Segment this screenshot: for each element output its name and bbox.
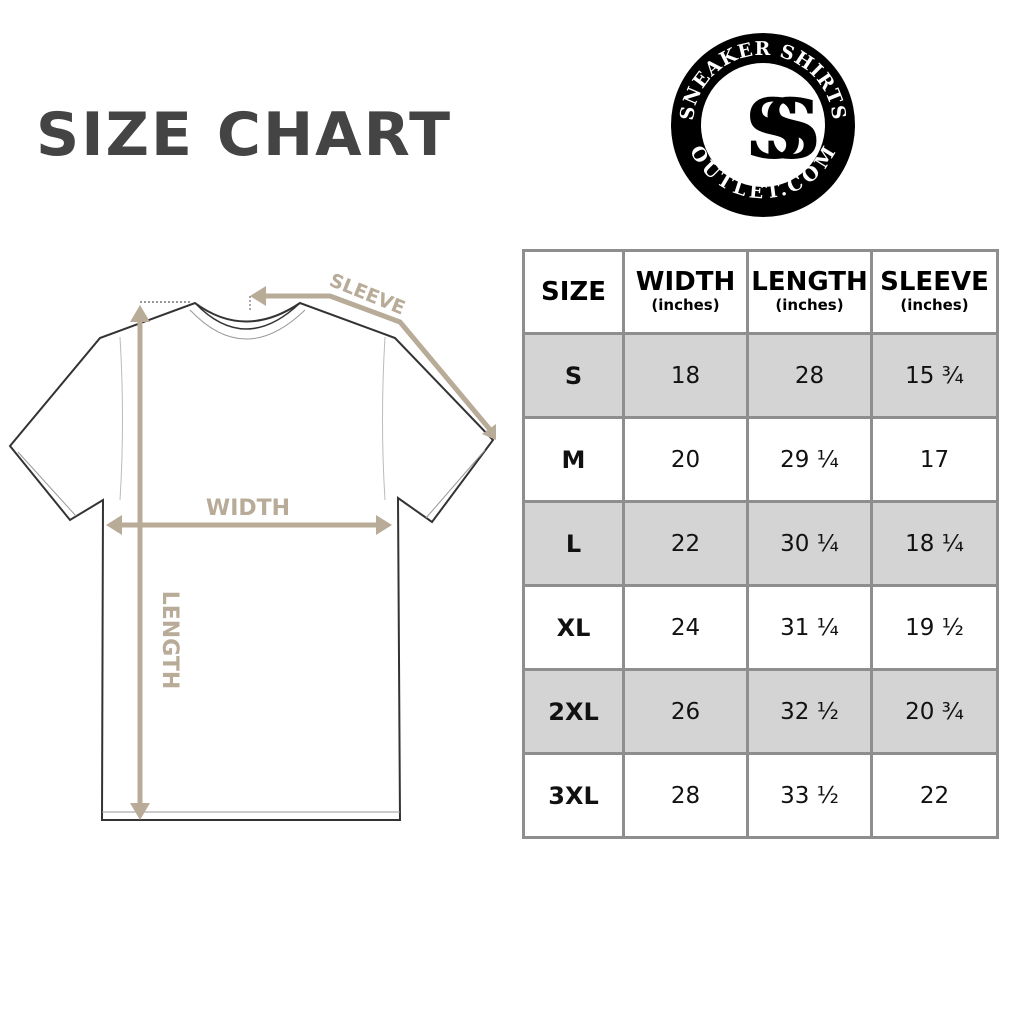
- page-title: SIZE CHART: [36, 100, 453, 170]
- cell-length: 30 ¼: [746, 500, 873, 587]
- header-unit: (inches): [775, 296, 844, 314]
- cell-length: 31 ¼: [746, 584, 873, 671]
- cell-size: 2XL: [522, 668, 625, 755]
- measurement-arrows: [106, 286, 496, 820]
- cell-sleeve: 15 ¾: [870, 332, 999, 419]
- cell-width: 26: [622, 668, 749, 755]
- table-row: L 22 30 ¼ 18 ¼: [522, 500, 999, 587]
- table-row: 3XL 28 33 ½ 22: [522, 752, 999, 839]
- cell-width: 28: [622, 752, 749, 839]
- cell-width: 18: [622, 332, 749, 419]
- table-row: M 20 29 ¼ 17: [522, 416, 999, 503]
- cell-sleeve: 20 ¾: [870, 668, 999, 755]
- table-row: S 18 28 15 ¾: [522, 332, 999, 419]
- header-label: LENGTH: [751, 267, 868, 297]
- cell-length: 32 ½: [746, 668, 873, 755]
- cell-sleeve: 17: [870, 416, 999, 503]
- tshirt-outline: [8, 301, 495, 821]
- header-label: WIDTH: [635, 267, 736, 297]
- tshirt-diagram: WIDTH LENGTH SLEEVE: [8, 270, 496, 821]
- table-row: XL 24 31 ¼ 19 ½: [522, 584, 999, 671]
- size-table: SIZE WIDTH (inches) LENGTH (inches) SLEEVE…: [522, 249, 999, 839]
- header-label: SLEEVE: [880, 267, 989, 297]
- cell-size: L: [522, 500, 625, 587]
- cell-length: 33 ½: [746, 752, 873, 839]
- header-width: WIDTH (inches): [622, 249, 749, 335]
- cell-width: 22: [622, 500, 749, 587]
- table-header-row: SIZE WIDTH (inches) LENGTH (inches) SLEEVE…: [522, 249, 999, 335]
- cell-length: 29 ¼: [746, 416, 873, 503]
- length-label: LENGTH: [157, 591, 182, 690]
- table-row: 2XL 26 32 ½ 20 ¾: [522, 668, 999, 755]
- cell-size: XL: [522, 584, 625, 671]
- cell-width: 24: [622, 584, 749, 671]
- cell-size: M: [522, 416, 625, 503]
- header-label: SIZE: [540, 277, 606, 307]
- cell-size: S: [522, 332, 625, 419]
- cell-sleeve: 22: [870, 752, 999, 839]
- header-size: SIZE: [522, 249, 625, 335]
- header-length: LENGTH (inches): [746, 249, 873, 335]
- header-unit: (inches): [651, 296, 720, 314]
- header-unit: (inches): [900, 296, 969, 314]
- brand-logo: SNEAKER SHIRTS OUTLET.COM SS: [671, 33, 857, 217]
- sleeve-arrow: [260, 293, 494, 434]
- cell-length: 28: [746, 332, 873, 419]
- cell-width: 20: [622, 416, 749, 503]
- cell-sleeve: 18 ¼: [870, 500, 999, 587]
- cell-size: 3XL: [522, 752, 625, 839]
- cell-sleeve: 19 ½: [870, 584, 999, 671]
- header-sleeve: SLEEVE (inches): [870, 249, 999, 335]
- width-label: WIDTH: [206, 496, 290, 521]
